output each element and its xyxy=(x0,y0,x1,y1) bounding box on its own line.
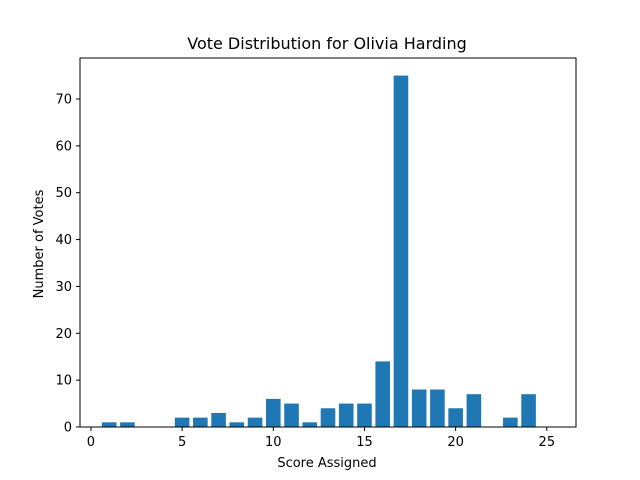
bar-score-15 xyxy=(357,403,372,427)
x-tick-label: 10 xyxy=(265,435,282,450)
bar-score-14 xyxy=(338,403,354,427)
bar-score-19 xyxy=(430,389,445,427)
bar-score-12 xyxy=(302,422,318,427)
bar-score-2 xyxy=(120,422,135,427)
x-tick-label: 20 xyxy=(447,435,464,450)
y-axis-label: Number of Votes xyxy=(32,189,47,298)
bar-score-23 xyxy=(503,417,518,427)
bar-score-16 xyxy=(375,361,390,427)
x-tick-label: 15 xyxy=(356,435,373,450)
bar-score-9 xyxy=(247,417,263,427)
plot-frame xyxy=(79,57,577,428)
x-tick-label: 25 xyxy=(539,435,556,450)
x-axis-label: Score Assigned xyxy=(277,456,376,471)
bar-score-24 xyxy=(521,394,536,427)
y-tick-label: 70 xyxy=(55,93,72,108)
bar-score-8 xyxy=(229,422,245,427)
bars xyxy=(101,75,536,428)
bar-score-11 xyxy=(284,403,299,427)
bar-score-1 xyxy=(101,422,117,427)
bar-score-17 xyxy=(393,75,409,428)
y-tick-label: 50 xyxy=(55,186,72,201)
bar-score-7 xyxy=(211,412,226,427)
x-tick-label: 0 xyxy=(87,435,95,450)
y-tick-label: 10 xyxy=(55,374,72,389)
bar-score-18 xyxy=(411,389,427,427)
bar-score-5 xyxy=(174,417,190,427)
bar-score-21 xyxy=(466,394,482,427)
y-tick-label: 40 xyxy=(55,233,72,248)
y-tick-label: 0 xyxy=(64,421,72,436)
chart-title: Vote Distribution for Olivia Harding xyxy=(187,34,467,53)
bar-score-6 xyxy=(193,417,208,427)
y-axis-ticks: 0 10 20 30 40 50 60 70 xyxy=(55,93,80,436)
bar-score-13 xyxy=(320,408,336,427)
bar-score-20 xyxy=(448,408,463,427)
y-tick-label: 60 xyxy=(55,139,72,154)
bar-score-10 xyxy=(266,398,281,427)
x-tick-label: 5 xyxy=(178,435,186,450)
y-tick-label: 30 xyxy=(55,280,72,295)
y-tick-label: 20 xyxy=(55,327,72,342)
x-axis-ticks: 0 5 10 15 20 25 xyxy=(87,427,555,450)
